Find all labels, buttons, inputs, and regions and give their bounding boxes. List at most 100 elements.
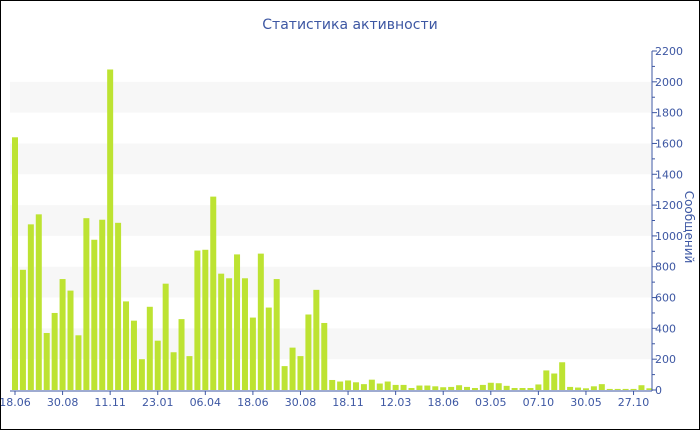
bar <box>495 383 502 390</box>
bar <box>479 384 486 390</box>
bar <box>194 250 201 390</box>
bar <box>146 306 153 390</box>
bar <box>257 253 264 390</box>
bar <box>527 387 534 390</box>
bar <box>606 388 613 390</box>
bar <box>91 239 98 390</box>
y-tick-label: 1600 <box>655 137 683 150</box>
bar <box>337 381 344 390</box>
bar <box>392 384 399 390</box>
bar <box>297 356 304 390</box>
bar <box>582 388 589 390</box>
bar <box>638 385 645 390</box>
x-tick-label: 27.10 <box>618 396 650 409</box>
bar <box>27 224 34 390</box>
bar <box>360 384 367 390</box>
bars <box>12 69 653 390</box>
bar <box>622 388 629 390</box>
bar <box>123 301 130 390</box>
bar <box>487 382 494 390</box>
y-axis-label: Сообщений <box>682 191 696 264</box>
bar <box>630 388 637 390</box>
x-tick-label: 18.06 <box>427 396 459 409</box>
y-axis: 0 200 400 600 800 1000 1200 1400 1600 1800 2000 220… <box>651 45 683 397</box>
bar <box>400 384 407 390</box>
bar <box>416 385 423 390</box>
y-tick-label: 2200 <box>655 45 683 58</box>
y-tick-label: 200 <box>655 353 676 366</box>
bar <box>289 347 296 390</box>
bar <box>35 214 42 390</box>
bar <box>424 385 431 390</box>
y-tick-label: 0 <box>655 384 662 397</box>
bar <box>614 388 621 390</box>
x-tick-label: 11.11 <box>94 396 126 409</box>
bar <box>368 379 375 390</box>
bar <box>281 366 288 390</box>
bar <box>598 384 605 390</box>
bar <box>99 219 106 390</box>
bar <box>503 385 510 390</box>
bar <box>352 382 359 390</box>
bar <box>575 387 582 390</box>
bar <box>154 340 161 390</box>
bar <box>432 386 439 390</box>
bar <box>51 312 58 390</box>
bar <box>186 356 193 390</box>
bar <box>646 388 653 390</box>
bar <box>83 218 90 390</box>
y-tick-label: 600 <box>655 292 676 305</box>
bar <box>456 385 463 390</box>
x-tick-label: 30.08 <box>47 396 79 409</box>
x-tick-label: 18.11 <box>332 396 364 409</box>
grid-band <box>10 266 651 298</box>
bar <box>218 273 225 390</box>
bar <box>464 386 471 390</box>
bar <box>249 317 256 390</box>
bar <box>305 314 312 390</box>
bar <box>115 222 122 390</box>
bar <box>210 196 217 390</box>
bar <box>234 254 241 390</box>
bar <box>178 319 185 390</box>
y-tick-label: 2000 <box>655 76 683 89</box>
bar <box>313 289 320 390</box>
grid-band <box>10 143 651 175</box>
x-tick-label: 30.08 <box>285 396 317 409</box>
x-tick-label: 23.01 <box>142 396 174 409</box>
chart-title: Статистика активности <box>262 17 438 33</box>
bar <box>162 283 169 390</box>
bar <box>551 373 558 390</box>
bar <box>43 332 50 390</box>
y-tick-label: 1400 <box>655 168 683 181</box>
bar <box>241 278 248 390</box>
bar <box>567 386 574 390</box>
bar <box>12 137 18 390</box>
x-tick-label: 06.04 <box>190 396 222 409</box>
bar <box>345 380 352 390</box>
x-tick-label: 12.03 <box>380 396 412 409</box>
x-tick-label: 18.06 <box>237 396 269 409</box>
x-tick-label: 03.05 <box>475 396 507 409</box>
grid-band <box>10 81 651 113</box>
x-axis: 18.06 30.08 11.11 23.01 06.04 18.06 30.08 18.11… <box>1 390 652 409</box>
y-tick-label: 400 <box>655 322 676 335</box>
bar <box>440 387 447 390</box>
y-tick-label: 1000 <box>655 230 683 243</box>
bar <box>448 386 455 390</box>
y-tick-label: 800 <box>655 261 676 274</box>
x-tick-label: 30.05 <box>570 396 602 409</box>
grid-bands <box>10 81 651 360</box>
bar <box>107 69 114 390</box>
bar <box>329 379 336 390</box>
grid-band <box>10 328 651 360</box>
bar <box>535 384 542 390</box>
bar <box>559 362 566 390</box>
bar <box>138 359 145 390</box>
bar <box>226 278 233 390</box>
bar <box>543 370 550 390</box>
bar <box>130 320 137 390</box>
bar <box>75 335 82 390</box>
